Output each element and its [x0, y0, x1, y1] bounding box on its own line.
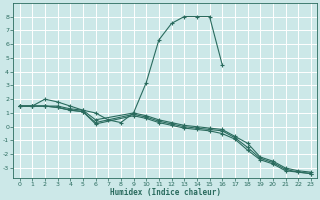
X-axis label: Humidex (Indice chaleur): Humidex (Indice chaleur): [110, 188, 221, 197]
